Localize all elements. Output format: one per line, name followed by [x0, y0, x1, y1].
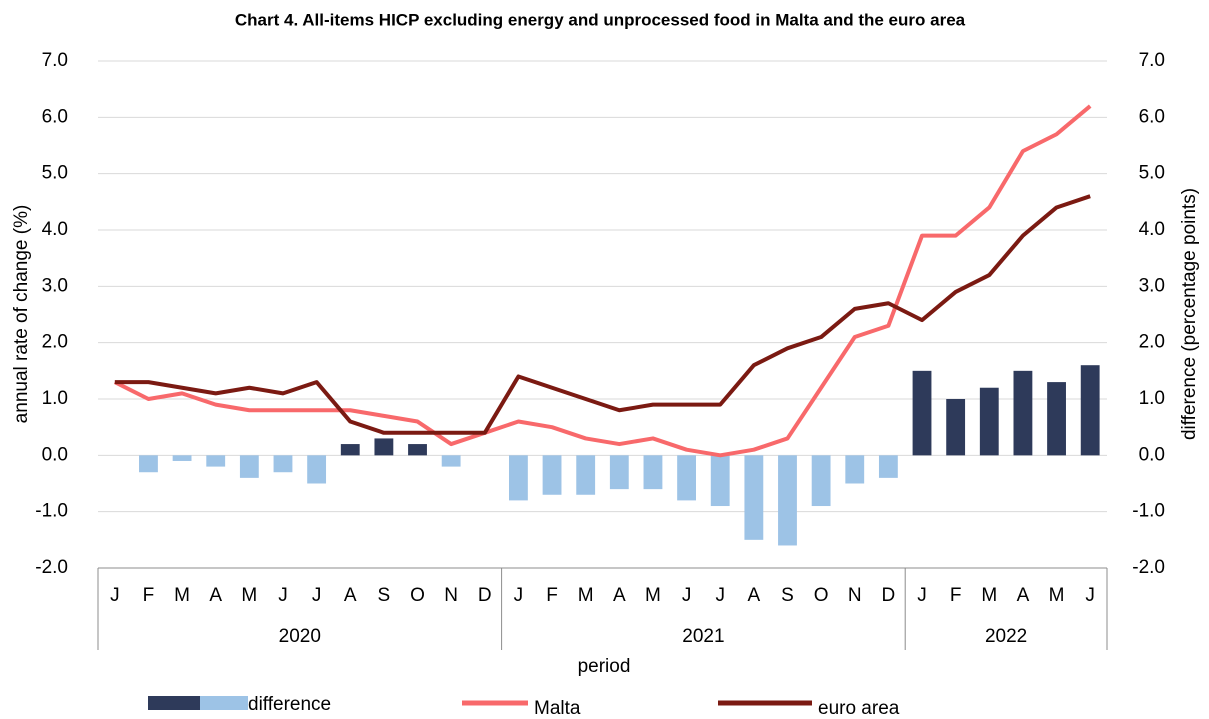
- x-tick-label: M: [578, 585, 594, 606]
- x-tick-label: M: [981, 585, 997, 606]
- bar: [744, 455, 764, 540]
- x-tick-label: J: [917, 585, 927, 606]
- group-label: 2022: [985, 626, 1027, 647]
- bar: [845, 455, 865, 484]
- bar: [811, 455, 831, 507]
- x-tick-label: D: [478, 585, 492, 606]
- y-tick-label: 7.0: [42, 50, 68, 71]
- x-tick-label: A: [748, 585, 761, 606]
- x-tick-label: A: [344, 585, 357, 606]
- x-tick-label: F: [143, 585, 155, 606]
- x-tick-label: S: [378, 585, 391, 606]
- bar: [542, 455, 562, 495]
- x-tick-label: J: [1085, 585, 1095, 606]
- line: [113, 104, 1092, 458]
- x-tick-label: J: [312, 585, 322, 606]
- y-axis-label: annual rate of change (%): [11, 205, 32, 424]
- bar: [1047, 382, 1066, 456]
- line: [114, 194, 1091, 435]
- y-tick-label: 4.0: [42, 219, 68, 240]
- x-tick-label: O: [814, 585, 829, 606]
- x-tick-label: J: [110, 585, 120, 606]
- legend-label: Malta: [534, 698, 581, 719]
- bar: [1080, 365, 1100, 456]
- y2-tick-label: 6.0: [1139, 106, 1165, 127]
- bar: [239, 455, 259, 478]
- bar: [206, 455, 226, 467]
- x-tick-label: M: [174, 585, 190, 606]
- x-tick-label: O: [410, 585, 425, 606]
- x-tick-label: N: [444, 585, 458, 606]
- x-tick-label: M: [241, 585, 257, 606]
- x-tick-label: M: [1049, 585, 1065, 606]
- y2-tick-label: 4.0: [1139, 219, 1165, 240]
- x-tick-label: J: [278, 585, 288, 606]
- y2-tick-label: 7.0: [1139, 50, 1165, 71]
- bar: [946, 399, 966, 456]
- bar: [912, 370, 932, 456]
- x-tick-label: F: [950, 585, 962, 606]
- y-tick-label: 3.0: [42, 275, 68, 296]
- bar: [307, 455, 327, 484]
- legend-label: euro area: [818, 698, 900, 719]
- group-label: 2021: [682, 626, 724, 647]
- y2-tick-label: 2.0: [1139, 332, 1165, 353]
- legend-swatch: [200, 696, 248, 710]
- y2-tick-label: 0.0: [1139, 444, 1165, 465]
- chart-title: Chart 4. All-items HICP excluding energy…: [235, 10, 966, 29]
- x-tick-label: N: [848, 585, 862, 606]
- bar: [139, 455, 158, 473]
- y-tick-label: 5.0: [42, 163, 68, 184]
- x-tick-label: J: [682, 585, 692, 606]
- group-label: 2020: [279, 626, 321, 647]
- bar: [374, 438, 394, 456]
- x-tick-label: S: [781, 585, 794, 606]
- y-tick-label: 6.0: [42, 106, 68, 127]
- legend-label: difference: [248, 694, 331, 715]
- x-tick-label: A: [1017, 585, 1030, 606]
- x-tick-label: J: [715, 585, 725, 606]
- y-tick-label: -1.0: [35, 501, 68, 522]
- x-tick-label: A: [209, 585, 222, 606]
- bar: [172, 455, 192, 461]
- x-tick-label: M: [645, 585, 661, 606]
- y-tick-label: 0.0: [42, 444, 68, 465]
- x-tick-label: F: [546, 585, 558, 606]
- x-tick-label: D: [882, 585, 896, 606]
- y2-axis-label: difference (percentage points): [1179, 188, 1200, 440]
- y-tick-label: 1.0: [42, 388, 68, 409]
- bar: [576, 455, 596, 495]
- y-tick-label: 2.0: [42, 332, 68, 353]
- bar: [1013, 370, 1033, 456]
- bar: [878, 455, 898, 478]
- bar: [979, 387, 999, 456]
- y2-tick-label: -2.0: [1132, 557, 1165, 578]
- x-tick-label: J: [514, 585, 524, 606]
- legend-swatch: [148, 696, 200, 710]
- bar: [340, 444, 360, 456]
- bar: [508, 455, 528, 501]
- bar: [677, 455, 697, 501]
- y2-tick-label: 5.0: [1139, 163, 1165, 184]
- y-tick-label: -2.0: [35, 557, 68, 578]
- bar: [273, 455, 293, 473]
- y2-tick-label: 1.0: [1139, 388, 1165, 409]
- bar: [710, 455, 730, 507]
- x-tick-label: A: [613, 585, 626, 606]
- bar: [408, 444, 427, 456]
- y2-tick-label: 3.0: [1139, 275, 1165, 296]
- bar: [778, 455, 797, 546]
- x-axis-label: period: [578, 656, 631, 677]
- bar: [441, 455, 461, 467]
- y2-tick-label: -1.0: [1132, 501, 1165, 522]
- bar: [643, 455, 663, 490]
- bar: [609, 455, 629, 490]
